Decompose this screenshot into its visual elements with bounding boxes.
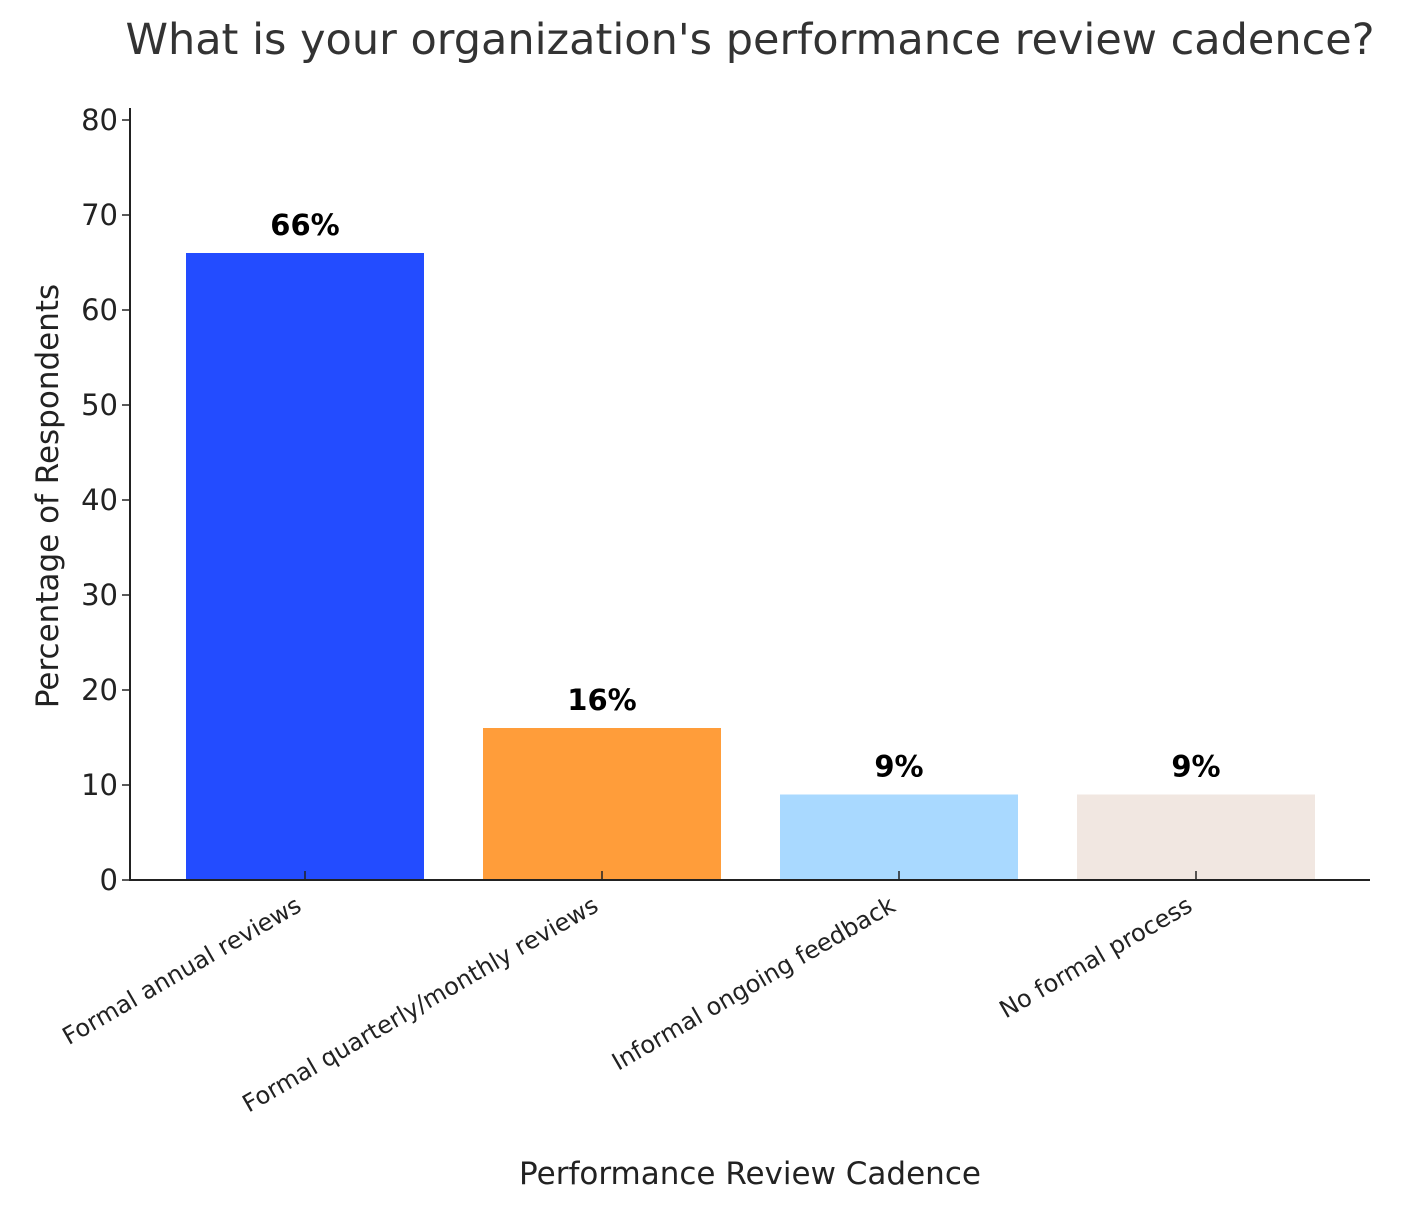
x-tick-label-2: Formal quarterly/monthly reviews — [238, 891, 603, 1118]
y-axis-title: Percentage of Respondents — [30, 284, 66, 708]
x-tick-label-4: No formal process — [995, 891, 1197, 1024]
y-tick-label-7: 70 — [81, 198, 118, 232]
data-labels-layer: 66% 16% 9% 9% — [270, 208, 1220, 784]
y-tick-label-1: 10 — [81, 768, 118, 802]
y-tick-label-5: 50 — [81, 388, 118, 422]
x-tick-label-3: Informal ongoing feedback — [607, 891, 900, 1076]
y-tick-label-6: 60 — [81, 293, 118, 327]
y-tick-label-8: 80 — [81, 103, 118, 137]
bar-2 — [483, 728, 721, 880]
y-tick-label-0: 0 — [100, 863, 118, 897]
bar-3 — [780, 794, 1018, 880]
data-label-3: 9% — [874, 750, 923, 784]
y-tick-label-4: 40 — [81, 483, 118, 517]
y-ticks-layer: 0 10 20 30 40 50 60 70 80 — [81, 103, 130, 897]
chart-title: What is your organization's performance … — [125, 15, 1374, 65]
data-label-4: 9% — [1171, 750, 1220, 784]
y-tick-label-2: 20 — [81, 673, 118, 707]
bar-4 — [1077, 794, 1315, 880]
x-tick-label-1: Formal annual reviews — [58, 891, 306, 1051]
data-label-1: 66% — [270, 208, 339, 242]
bar-1 — [186, 253, 424, 880]
bars-layer — [186, 253, 1315, 880]
x-axis-title: Performance Review Cadence — [519, 1156, 981, 1192]
data-label-2: 16% — [567, 683, 636, 717]
y-tick-label-3: 30 — [81, 578, 118, 612]
